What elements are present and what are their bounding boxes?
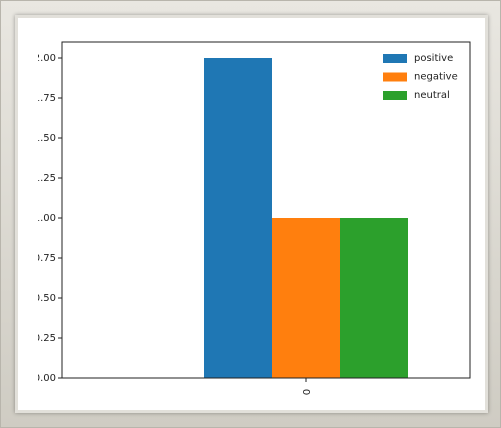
x-tick-label: 0 [300,389,311,395]
y-tick-label: 0.50 [34,293,56,304]
y-tick-label: 0.25 [34,333,56,344]
bar [204,58,272,378]
y-tick-label: 1.00 [34,213,56,224]
legend-swatch [383,72,407,82]
y-tick-label: 2.00 [34,53,56,64]
legend-swatch [383,91,407,100]
y-tick-label: 0.75 [34,253,56,264]
y-tick-label: 1.75 [34,93,56,104]
legend-label: neutral [414,90,450,101]
legend-label: positive [414,53,453,64]
y-ticks: 0.00 0.25 0.50 0.75 1.00 1.25 1.50 1.75 2.00 [34,53,62,384]
y-tick-label: 0.00 [34,373,56,384]
y-tick-label: 1.50 [34,133,56,144]
legend-label: negative [414,72,458,83]
y-tick-label: 1.25 [34,173,56,184]
axes-frame [61,41,471,379]
bar [340,218,408,378]
legend-swatch [383,54,407,63]
bar [272,218,340,378]
